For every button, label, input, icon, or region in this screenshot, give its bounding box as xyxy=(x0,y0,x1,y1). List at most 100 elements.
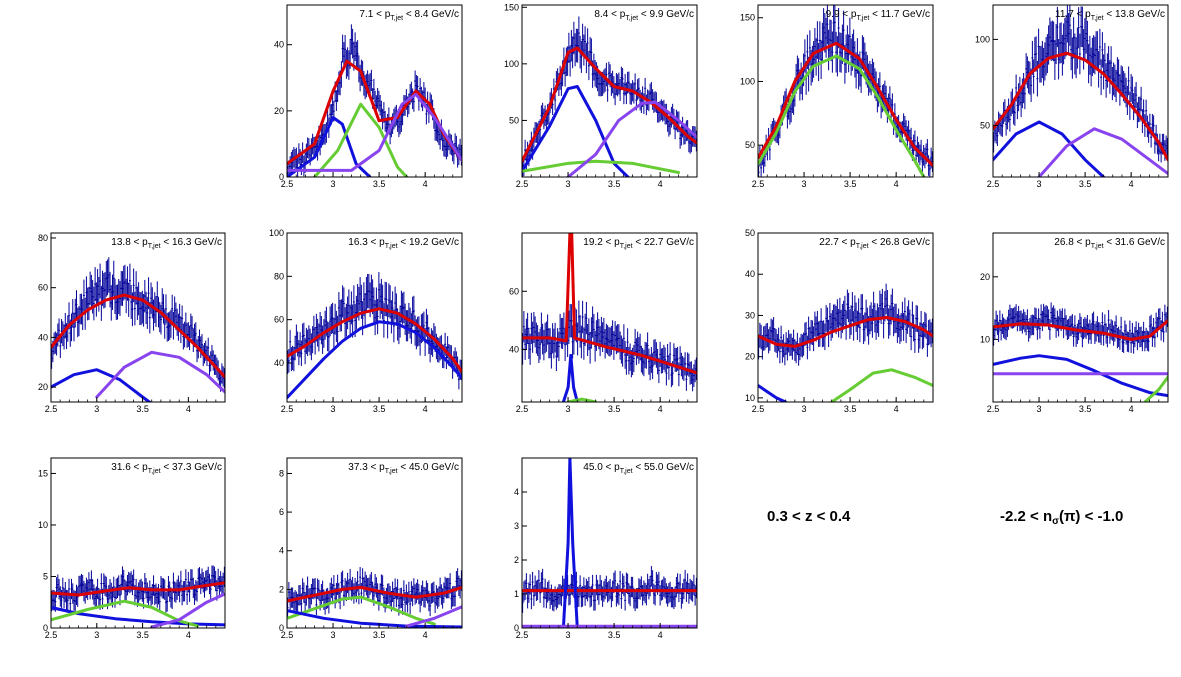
x-tick-label: 2.5 xyxy=(516,630,529,640)
x-tick-label: 3.5 xyxy=(844,179,857,189)
y-tick-label: 60 xyxy=(38,283,48,293)
panel-frame xyxy=(50,232,226,403)
fit-curve-green xyxy=(313,102,409,177)
y-tick-label: 5 xyxy=(43,571,48,581)
plot-area xyxy=(993,5,1168,177)
fit-curve-red xyxy=(758,316,933,348)
x-tick-label: 3.5 xyxy=(608,179,621,189)
nsigma-sub: σ xyxy=(1052,516,1059,527)
plot-area xyxy=(287,566,462,628)
y-tick-label: 15 xyxy=(38,468,48,478)
y-tick-label: 60 xyxy=(509,286,519,296)
x-tick-label: 2.5 xyxy=(45,404,58,414)
y-tick-label: 20 xyxy=(38,382,48,392)
y-tick-label: 4 xyxy=(514,487,519,497)
panel-frame xyxy=(757,4,934,178)
x-tick-label: 3.5 xyxy=(136,630,149,640)
y-tick-label: 40 xyxy=(745,269,755,279)
panel-title: 16.3 < pT,jet < 19.2 GeV/c xyxy=(348,237,459,250)
x-tick-label: 3 xyxy=(802,404,807,414)
panel-title: 31.6 < pT,jet < 37.3 GeV/c xyxy=(111,462,222,475)
fit-curve-green xyxy=(287,595,436,626)
plot-area xyxy=(287,272,462,400)
y-tick-label: 30 xyxy=(745,310,755,320)
x-tick-label: 4 xyxy=(423,630,428,640)
plot-area xyxy=(287,24,462,177)
fit-curve-red xyxy=(51,581,225,597)
fit-curve-purple xyxy=(287,92,462,172)
y-tick-label: 8 xyxy=(279,468,284,478)
fit-curve-green xyxy=(830,368,933,402)
data-points xyxy=(993,302,1168,354)
panel-frame xyxy=(521,457,698,629)
x-tick-label: 3.5 xyxy=(373,630,386,640)
data-points xyxy=(993,5,1168,163)
y-tick-label: 50 xyxy=(980,120,990,130)
panel-frame xyxy=(286,232,463,403)
x-tick-label: 2.5 xyxy=(516,179,529,189)
fit-curve-red xyxy=(287,585,462,603)
y-tick-label: 100 xyxy=(269,228,284,238)
y-tick-label: 2 xyxy=(514,555,519,565)
fit-curve-red xyxy=(993,319,1168,341)
x-tick-label: 3 xyxy=(94,630,99,640)
fit-curve-purple xyxy=(150,592,225,628)
y-tick-label: 10 xyxy=(745,393,755,403)
fit-curve-blue xyxy=(561,458,579,628)
panel-title: 9.9 < pT,jet < 11.7 GeV/c xyxy=(826,9,930,22)
x-tick-label: 3 xyxy=(1037,404,1042,414)
plot-area xyxy=(522,233,697,402)
x-tick-label: 3 xyxy=(1037,179,1042,189)
y-tick-label: 150 xyxy=(740,13,755,23)
x-tick-label: 3.5 xyxy=(373,179,386,189)
plot-area xyxy=(522,458,697,628)
panel-title: 45.0 < pT,jet < 55.0 GeV/c xyxy=(583,462,694,475)
plot-area xyxy=(51,565,225,628)
x-tick-label: 3 xyxy=(802,179,807,189)
x-tick-label: 3.5 xyxy=(1079,179,1092,189)
y-tick-label: 10 xyxy=(38,520,48,530)
y-tick-label: 50 xyxy=(745,140,755,150)
fit-curve-blue xyxy=(51,368,152,402)
panel-frame xyxy=(286,457,463,629)
fit-curve-blue xyxy=(287,116,372,177)
fit-curve-red xyxy=(993,51,1168,162)
fit-curve-green xyxy=(522,159,681,174)
y-tick-label: 0 xyxy=(279,623,284,633)
x-tick-label: 2.5 xyxy=(516,404,529,414)
x-tick-label: 3 xyxy=(331,630,336,640)
fit-curve-blue xyxy=(287,320,462,400)
fit-curve-purple xyxy=(1037,127,1168,177)
panel-title: 22.7 < pT,jet < 26.8 GeV/c xyxy=(819,237,930,250)
x-tick-label: 4 xyxy=(1129,179,1134,189)
x-tick-label: 4 xyxy=(658,179,663,189)
x-tick-label: 3 xyxy=(331,404,336,414)
y-tick-label: 100 xyxy=(504,59,519,69)
y-tick-label: 80 xyxy=(38,233,48,243)
panel-frame xyxy=(992,4,1169,178)
y-tick-label: 20 xyxy=(745,352,755,362)
y-tick-label: 150 xyxy=(504,2,519,12)
x-tick-label: 4 xyxy=(658,404,663,414)
fit-curve-red xyxy=(51,293,225,379)
y-tick-label: 0 xyxy=(514,623,519,633)
panel-11: 2.5 3 3.5 4 0 2 4 6 8 37.3 < pT,jet < 45.0 GeV/c xyxy=(279,457,463,640)
x-tick-label: 2.5 xyxy=(281,404,294,414)
fit-curve-green xyxy=(51,599,199,628)
x-tick-label: 4 xyxy=(186,404,191,414)
panel-frame xyxy=(757,232,934,403)
panel-title: 13.8 < pT,jet < 16.3 GeV/c xyxy=(111,237,222,250)
panel-title: 37.3 < pT,jet < 45.0 GeV/c xyxy=(348,462,459,475)
panel-frame xyxy=(992,232,1169,403)
panel-title: 7.1 < pT,jet < 8.4 GeV/c xyxy=(359,9,459,22)
panel-3: 2.5 3 3.5 4 50 100 150 9.9 < pT,jet < 11.7 GeV/… xyxy=(740,4,934,189)
y-tick-label: 50 xyxy=(745,228,755,238)
fit-curve-blue xyxy=(561,353,579,402)
fit-curve-purple xyxy=(566,100,697,177)
panel-9: 2.5 3 3.5 4 10 20 26.8 < pT,jet < 31.6 GeV/c xyxy=(980,232,1169,414)
plot-area xyxy=(51,257,225,402)
y-tick-label: 50 xyxy=(509,115,519,125)
fit-curve-purple xyxy=(405,605,462,628)
x-tick-label: 3 xyxy=(331,179,336,189)
y-tick-label: 40 xyxy=(509,345,519,355)
